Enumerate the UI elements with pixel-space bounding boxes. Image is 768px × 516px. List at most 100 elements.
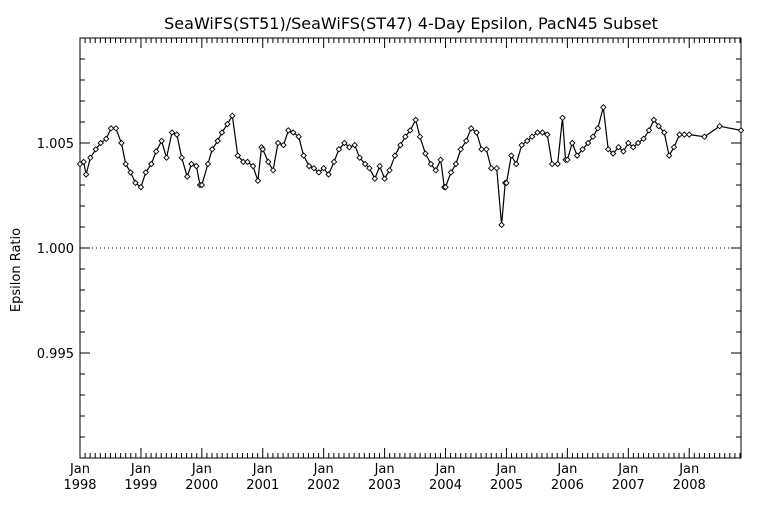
x-tick-label-year: 2008 <box>673 478 706 493</box>
data-point <box>512 160 520 168</box>
data-point <box>137 183 145 191</box>
data-point <box>534 129 541 136</box>
y-axis-label: Epsilon Ratio <box>9 228 24 312</box>
x-tick-label-year: 1999 <box>124 478 157 493</box>
data-point <box>589 133 597 140</box>
data-point <box>620 148 627 155</box>
data-point <box>315 169 323 176</box>
series-layer <box>76 104 745 229</box>
data-point <box>427 160 435 168</box>
data-point <box>412 116 419 124</box>
data-point <box>234 152 242 159</box>
data-point <box>432 167 440 174</box>
x-tick-label-year: 2002 <box>307 478 340 493</box>
data-point <box>737 127 745 134</box>
data-point <box>107 125 115 132</box>
data-point <box>442 183 449 191</box>
data-point <box>376 162 383 170</box>
data-point <box>82 171 90 178</box>
data-point <box>361 160 369 168</box>
data-point <box>498 221 505 229</box>
data-point <box>685 131 693 138</box>
x-tick-label-month: Jan <box>678 462 699 477</box>
data-point <box>569 139 576 147</box>
data-point <box>579 146 586 153</box>
data-point <box>503 179 510 187</box>
data-point <box>681 131 688 138</box>
x-tick-label-year: 2000 <box>185 478 218 493</box>
data-point <box>716 122 723 130</box>
plot-border <box>79 37 742 459</box>
data-point <box>437 156 444 164</box>
x-tick-label-year: 1998 <box>63 478 96 493</box>
data-point <box>310 164 318 172</box>
data-point <box>92 146 100 153</box>
data-point <box>208 146 216 153</box>
data-point <box>204 160 212 168</box>
data-point <box>564 156 571 164</box>
data-point <box>274 139 282 147</box>
data-point <box>163 154 170 161</box>
data-point <box>645 127 653 134</box>
y-tick-label: 0.995 <box>37 347 74 362</box>
data-point <box>518 141 525 149</box>
data-point <box>487 164 495 172</box>
data-point <box>457 146 464 153</box>
data-point <box>584 139 592 147</box>
data-point <box>148 160 155 168</box>
data-point <box>244 158 251 166</box>
data-point <box>188 160 195 168</box>
y-tick-label: 1.005 <box>37 137 74 152</box>
x-tick-label-month: Jan <box>252 462 273 477</box>
data-point <box>463 137 470 145</box>
data-point <box>240 158 247 166</box>
data-point <box>609 150 617 157</box>
data-point <box>320 164 327 172</box>
data-point <box>265 158 272 166</box>
x-tick-label-month: Jan <box>313 462 334 477</box>
data-point <box>473 129 480 136</box>
data-point <box>183 173 191 180</box>
chart-title: SeaWiFS(ST51)/SeaWiFS(ST47) 4-Day Epsilo… <box>164 14 658 33</box>
data-point <box>701 133 708 140</box>
data-point <box>229 112 236 119</box>
x-tick-label-year: 2005 <box>490 478 523 493</box>
data-point <box>629 143 637 151</box>
x-tick-label-month: Jan <box>435 462 456 477</box>
data-point <box>224 120 231 128</box>
x-tick-label-month: Jan <box>556 462 577 477</box>
x-tick-label-year: 2007 <box>612 478 645 493</box>
data-point <box>508 152 515 159</box>
data-point <box>600 104 607 111</box>
data-point <box>142 169 150 176</box>
x-tick-label-year: 2001 <box>246 478 279 493</box>
data-point <box>341 139 348 147</box>
x-tick-label-month: Jan <box>130 462 151 477</box>
data-point <box>254 177 262 185</box>
data-point <box>573 152 581 159</box>
x-tick-label-year: 2003 <box>368 478 401 493</box>
data-point <box>544 131 551 138</box>
data-point <box>218 129 226 136</box>
data-point <box>615 143 622 151</box>
data-point <box>97 139 104 147</box>
data-point <box>640 135 647 143</box>
data-point <box>118 139 125 147</box>
data-point <box>168 129 176 136</box>
data-point <box>528 133 536 140</box>
data-point <box>397 141 404 149</box>
x-tick-label-month: Jan <box>69 462 90 477</box>
data-point <box>366 164 373 172</box>
data-point <box>381 175 388 182</box>
data-point <box>198 181 206 189</box>
x-tick-label-month: Jan <box>617 462 638 477</box>
x-tick-label-month: Jan <box>495 462 516 477</box>
data-point <box>386 167 393 174</box>
x-axis: Jan1998Jan1999Jan2000Jan2001Jan2002Jan20… <box>63 38 741 493</box>
data-point <box>280 141 287 149</box>
data-point <box>391 152 399 159</box>
data-point <box>173 131 181 138</box>
data-point <box>670 143 678 151</box>
data-point <box>289 129 297 136</box>
data-point <box>346 143 353 151</box>
